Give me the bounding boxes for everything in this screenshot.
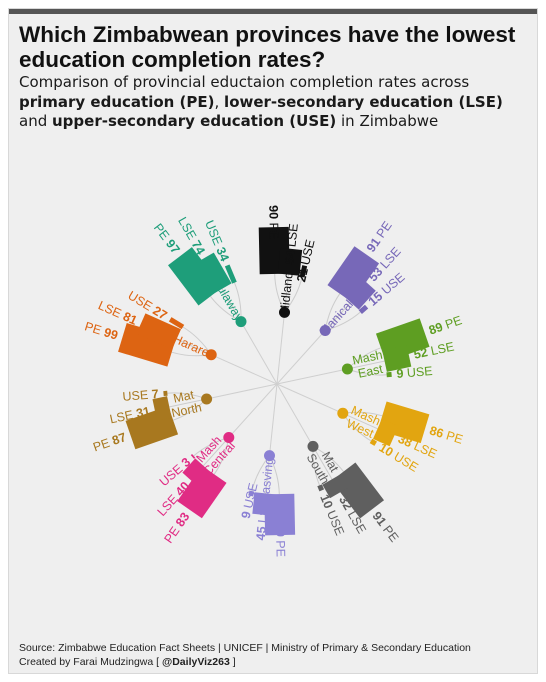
bar-bulawayo-lse [194, 252, 232, 295]
subtitle-line3-prefix: and [19, 112, 52, 130]
bar-label-mat-south-pe: 91 PE [370, 509, 402, 545]
province-marker-midlands [279, 306, 290, 318]
bar-mat-north-use [163, 390, 168, 397]
chart-subtitle: Comparison of provincial eductaion compl… [19, 73, 529, 132]
spoke-midlands [276, 312, 285, 385]
source-note: Source: Zimbabwe Education Fact Sheets |… [19, 641, 534, 669]
spoke-mash-central [228, 383, 278, 438]
bar-label-harare-pe: PE 99 [83, 319, 120, 342]
bar-label-midlands-pe: 90 PE [266, 205, 281, 239]
bar-midlands-use [299, 265, 308, 278]
bar-mat-south-use [317, 484, 325, 492]
bar-label-masvingo-use: 9 USE [239, 482, 261, 520]
chart-title: Which Zimbabwean provinces have the lowe… [19, 22, 516, 72]
province-marker-mash-east [341, 363, 353, 375]
bar-label-midlands-use: 21 USE [294, 238, 317, 283]
bar-mash-central-lse [182, 458, 212, 488]
top-bar [9, 9, 537, 14]
subtitle-line1: Comparison of provincial eductaion compl… [19, 73, 470, 91]
province-label-mat-north: MatNorth [167, 387, 203, 421]
spoke-mat-north [206, 383, 278, 400]
bar-mat-south-pe [331, 462, 385, 519]
subtitle-pe: primary education (PE) [19, 92, 215, 111]
province-marker-manical [319, 325, 331, 336]
bar-mash-central-use [190, 453, 196, 459]
province-label-midlands: Midlands [277, 265, 296, 316]
bar-label-mash-east-use: 9 USE [396, 364, 433, 381]
credit-suffix: ] [229, 656, 236, 668]
subtitle-lse: lower-secondary education (LSE) [224, 92, 503, 111]
bar-label-masvingo-lse: 45 LSE [254, 499, 272, 541]
bar-manical-pe [327, 246, 380, 303]
bar-mash-west-use [369, 438, 378, 446]
spoke-mash-east [276, 368, 348, 385]
bar-bulawayo-pe [168, 247, 223, 306]
subtitle-use: upper-secondary education (USE) [52, 112, 337, 130]
credit-handle: @DailyViz263 [161, 656, 230, 668]
province-marker-bulawayo [235, 316, 247, 328]
bar-mash-east-use [386, 371, 392, 378]
spoke-bulawayo [240, 321, 278, 385]
source-line1: Source: Zimbabwe Education Fact Sheets |… [19, 642, 471, 654]
province-label-masvingo: Masvingo [257, 450, 277, 505]
province-marker-harare [205, 349, 217, 361]
bar-manical-use [358, 304, 369, 314]
bar-bulawayo-use [224, 264, 237, 284]
spoke-harare [210, 354, 278, 385]
subtitle-separator: , [214, 92, 225, 111]
spoke-masvingo [269, 383, 278, 456]
bar-label-mash-east-pe: 89 PE [427, 313, 464, 337]
bar-mat-south-lse [322, 473, 350, 499]
province-marker-masvingo [264, 450, 275, 462]
bar-masvingo-use [248, 490, 255, 497]
bar-masvingo-lse [252, 492, 277, 516]
spoke-mash-west [276, 383, 344, 414]
bar-harare-use [168, 317, 185, 330]
bar-harare-lse [136, 313, 181, 350]
bar-label-midlands-lse: 54 LSE [283, 223, 301, 265]
province-label-mash-east: MashEast [351, 348, 387, 382]
bar-label-mash-west-pe: 86 PE [428, 423, 465, 446]
bar-mat-north-lse [152, 396, 172, 421]
bar-midlands-lse [277, 247, 303, 276]
spoke-mat-south [276, 383, 314, 447]
spoke-manical [276, 330, 326, 385]
province-marker-mat-north [201, 393, 213, 405]
subtitle-line3-suffix: in Zimbabwe [336, 112, 439, 130]
province-marker-mash-central [223, 432, 235, 443]
province-marker-mat-south [307, 440, 319, 452]
bar-mash-east-lse [382, 345, 412, 372]
bar-mash-central-pe [177, 465, 227, 519]
bar-label-mat-north-use: USE 7 [122, 387, 159, 404]
chart-card: Which Zimbabwean provinces have the lowe… [8, 8, 538, 674]
bar-manical-lse [342, 276, 376, 310]
credit-prefix: Created by Farai Mudzingwa [ [19, 656, 162, 668]
bar-label-bulawayo-use: USE 34 [202, 218, 232, 263]
bar-mash-west-lse [373, 418, 399, 447]
bar-label-mash-east-lse: 52 LSE [412, 340, 455, 362]
bar-label-masvingo-pe: 79 PE [273, 523, 288, 557]
province-marker-mash-west [337, 407, 349, 419]
bar-label-mat-north-pe: PE 87 [91, 430, 128, 454]
